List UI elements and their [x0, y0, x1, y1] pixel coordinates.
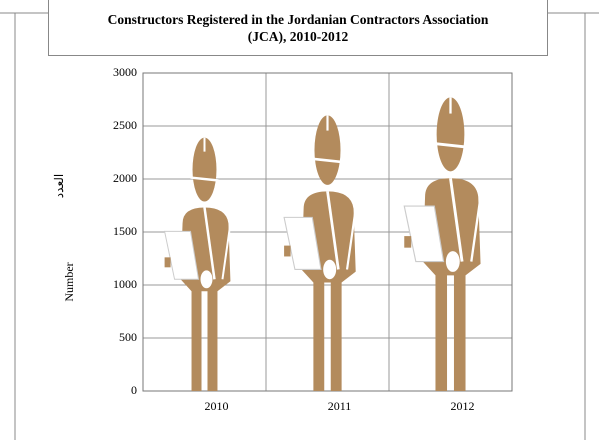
- y-tick-label: 0: [131, 383, 137, 397]
- x-tick-label: 2011: [328, 399, 352, 413]
- hand-right: [201, 270, 213, 288]
- page: Number العدد 0 500 1000 1500 2000 2500 3000 201…: [0, 0, 599, 440]
- chart: Number العدد 0 500 1000 1500 2000 2500 3000 201…: [0, 0, 599, 440]
- y-tick-label: 500: [119, 330, 137, 344]
- hand-right: [446, 251, 460, 272]
- y-tick-label: 2500: [113, 118, 137, 132]
- y-axis-label: Number: [62, 262, 76, 301]
- chart-title: Constructors Registered in the Jordanian…: [48, 0, 548, 56]
- hand-right: [323, 260, 336, 280]
- y-tick-label: 2000: [113, 171, 137, 185]
- figure: [404, 97, 480, 391]
- hand: [165, 257, 171, 267]
- hand: [404, 236, 411, 248]
- y-tick-label: 1000: [113, 277, 137, 291]
- y-tick-label: 1500: [113, 224, 137, 238]
- figure: [284, 115, 356, 391]
- x-tick-label: 2010: [205, 399, 229, 413]
- hand: [284, 246, 291, 257]
- x-tick-label: 2012: [451, 399, 475, 413]
- y-tick-label: 3000: [113, 65, 137, 79]
- figure: [165, 138, 231, 391]
- y-axis-label-alt: العدد: [52, 174, 66, 198]
